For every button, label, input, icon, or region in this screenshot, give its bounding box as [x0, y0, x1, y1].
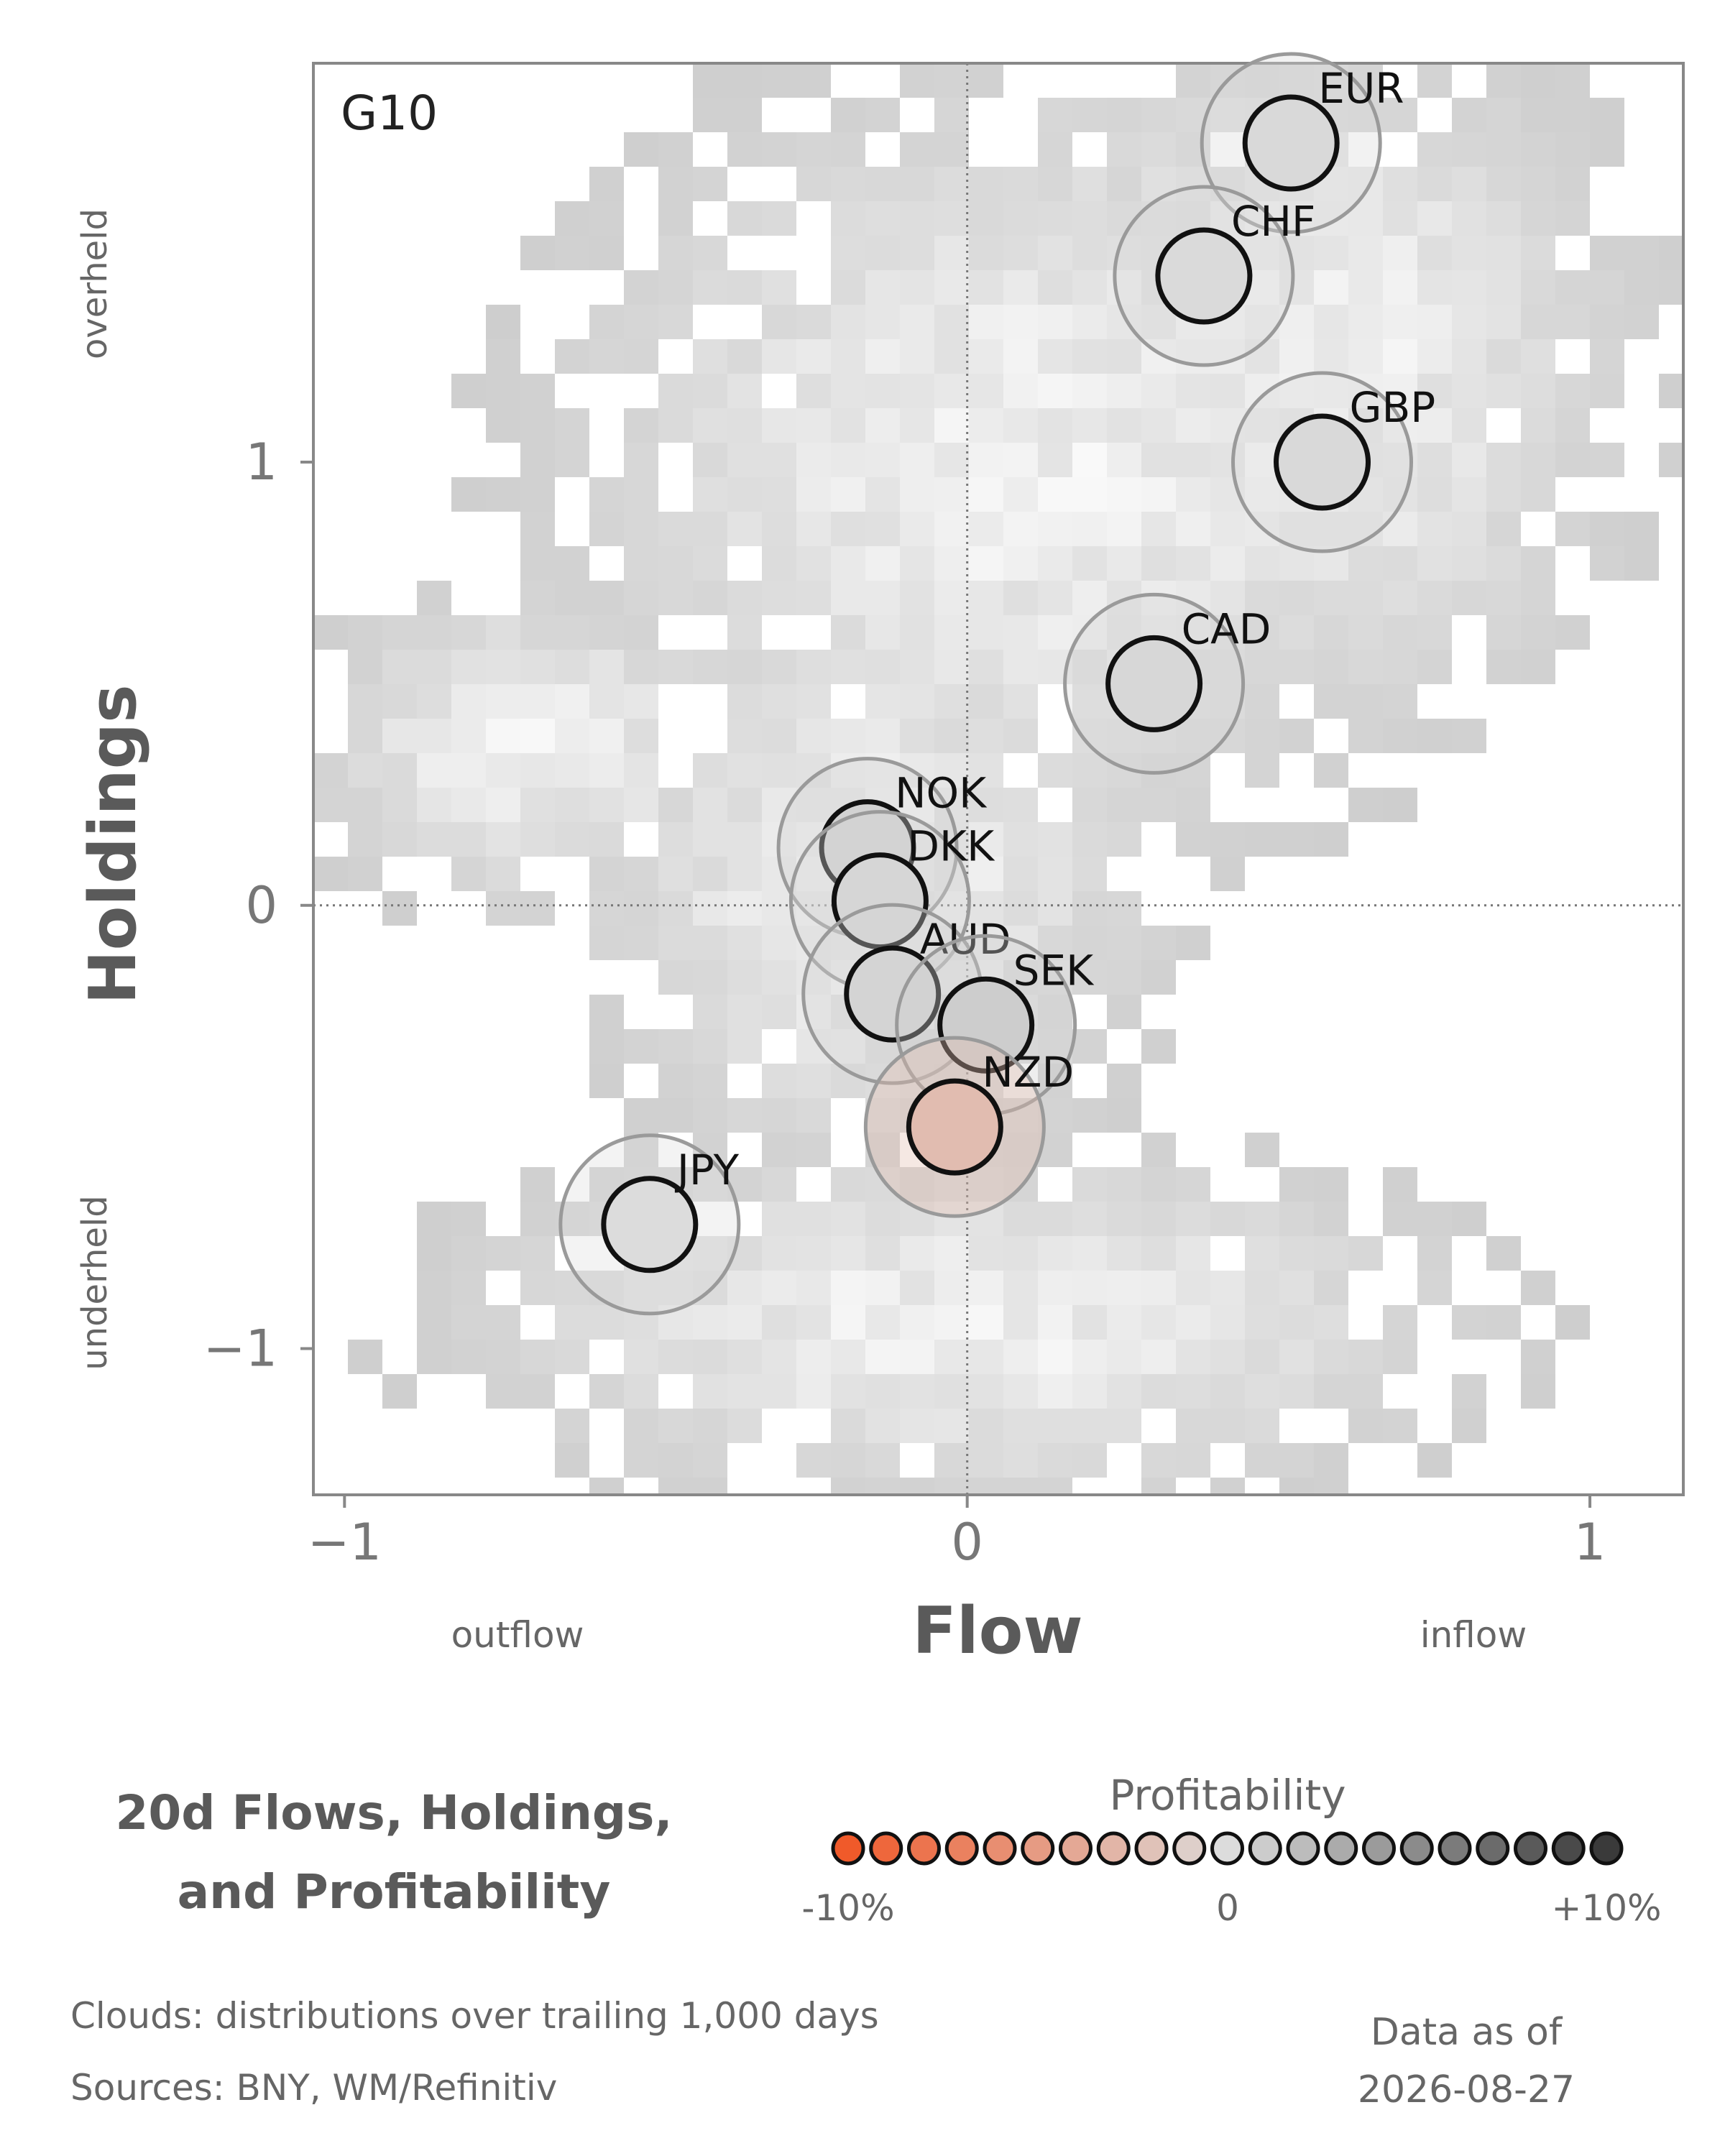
colorbar-swatch — [869, 1831, 903, 1866]
title-line-1: 20d Flows, Holdings, — [115, 1785, 672, 1841]
colorbar-swatch — [983, 1831, 1017, 1866]
point-label: SEK — [1013, 946, 1095, 995]
colorbar-swatch — [1059, 1831, 1092, 1866]
point-marker — [1242, 94, 1340, 192]
x-axis-title: Flow — [912, 1593, 1082, 1669]
y-annotation-overheld: overheld — [75, 208, 115, 359]
point-marker — [1274, 413, 1371, 511]
point-label: NOK — [895, 769, 988, 818]
data-as-of-date: 2026-08-27 — [1358, 2068, 1575, 2111]
colorbar-mid-label: 0 — [1216, 1887, 1239, 1929]
colorbar-swatch — [1021, 1831, 1055, 1866]
profitability-colorbar — [831, 1831, 1624, 1866]
footnote-clouds: Clouds: distributions over trailing 1,00… — [70, 1995, 879, 2037]
point-marker — [1105, 635, 1203, 732]
colorbar-swatch — [1551, 1831, 1586, 1866]
colorbar-max-label: +10% — [1551, 1887, 1661, 1929]
point-label: CHF — [1231, 197, 1315, 246]
footnote-sources: Sources: BNY, WM/Refinitiv — [70, 2067, 557, 2109]
point-label: DKK — [907, 822, 995, 871]
y-tick-label: 0 — [245, 876, 277, 935]
point-marker — [831, 852, 929, 950]
colorbar-swatch — [1589, 1831, 1624, 1866]
colorbar-swatch — [907, 1831, 941, 1866]
y-tick-label: 1 — [245, 433, 277, 492]
colorbar-swatch — [831, 1831, 865, 1866]
density-clouds — [313, 63, 1683, 1495]
x-annotation-outflow: outflow — [451, 1614, 584, 1656]
colorbar-swatch — [1096, 1831, 1131, 1866]
y-annotation-underheld: underheld — [75, 1195, 115, 1370]
point-label: GBP — [1350, 383, 1436, 432]
x-tick-label: 1 — [1574, 1513, 1606, 1572]
colorbar-swatch — [1210, 1831, 1244, 1866]
y-axis-title: Holdings — [75, 684, 151, 1004]
colorbar-swatch — [1134, 1831, 1169, 1866]
point-label: CAD — [1182, 604, 1271, 653]
colorbar-swatch — [1286, 1831, 1320, 1866]
reference-lines — [313, 63, 1683, 1495]
title-line-2: and Profitability — [178, 1864, 611, 1920]
colorbar-swatch — [944, 1831, 979, 1866]
colorbar-swatch — [1514, 1831, 1547, 1866]
panel-label: G10 — [341, 86, 438, 141]
point-marker — [1155, 227, 1253, 325]
y-tick-label: −1 — [203, 1319, 277, 1378]
x-tick-label: 0 — [951, 1513, 983, 1572]
point-label: EUR — [1318, 64, 1404, 113]
point-marker — [601, 1176, 699, 1273]
point-label: JPY — [675, 1146, 740, 1194]
colorbar-swatch — [1399, 1831, 1434, 1866]
point-marker — [906, 1078, 1003, 1176]
x-annotation-inflow: inflow — [1420, 1614, 1527, 1656]
colorbar-swatch — [1438, 1831, 1472, 1866]
plot-frame — [312, 62, 1685, 1496]
x-tick-label: −1 — [308, 1513, 382, 1572]
colorbar-swatch — [1172, 1831, 1207, 1866]
data-as-of-label: Data as of — [1371, 2011, 1563, 2054]
colorbar-swatch — [1476, 1831, 1510, 1866]
colorbar-title: Profitability — [1109, 1771, 1346, 1820]
axis-ticks: −1 0 1 1 0 −1 — [203, 433, 1606, 1572]
colorbar-swatch — [1362, 1831, 1396, 1866]
colorbar-min-label: -10% — [801, 1887, 894, 1929]
point-marker — [937, 976, 1035, 1074]
colorbar-swatch — [1324, 1831, 1358, 1866]
colorbar-swatch — [1248, 1831, 1282, 1866]
point-label: NZD — [982, 1048, 1074, 1097]
